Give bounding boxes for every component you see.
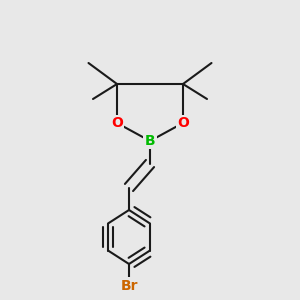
Text: O: O xyxy=(177,116,189,130)
Text: O: O xyxy=(111,116,123,130)
Text: B: B xyxy=(145,134,155,148)
Text: Br: Br xyxy=(120,279,138,292)
